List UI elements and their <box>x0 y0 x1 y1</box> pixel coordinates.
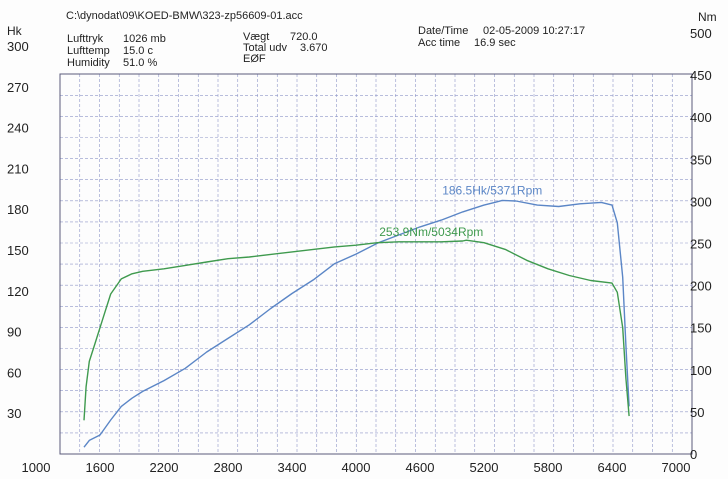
total-gear-label: Total udv <box>243 42 288 54</box>
x-tick-label: 1600 <box>86 460 115 475</box>
x-axis-ticks: 1000 1600 2200 2800 3400 4000 4600 5200 5800 6400… <box>22 460 691 475</box>
power-peak-label: 186.5Hk/5371Rpm <box>442 183 542 197</box>
right-tick-label: 300 <box>690 194 712 209</box>
mode-text: EØF <box>243 53 266 65</box>
right-tick-label: 350 <box>690 152 712 167</box>
x-tick-label: 5200 <box>470 460 499 475</box>
right-tick-label: 150 <box>690 321 712 336</box>
air-temp-value: 15.0 c <box>123 45 153 57</box>
x-tick-label: 4000 <box>342 460 371 475</box>
acc-time-value: 16.9 sec <box>474 37 516 49</box>
datetime-label: Date/Time <box>418 25 469 37</box>
air-pressure-label: Lufttryk <box>67 33 104 45</box>
x-tick-label: 5800 <box>534 460 563 475</box>
torque-peak-label: 253.9Nm/5034Rpm <box>379 225 483 239</box>
left-tick-label: 90 <box>7 325 21 340</box>
right-tick-label: 450 <box>690 68 712 83</box>
x-tick-label: 4600 <box>406 460 435 475</box>
left-tick-label: 240 <box>7 121 29 136</box>
total-gear-value: 3.670 <box>300 42 328 54</box>
right-tick-label: 250 <box>690 237 712 252</box>
chart-series <box>83 199 630 448</box>
right-tick-label: 0 <box>690 447 697 462</box>
right-tick-label: 400 <box>690 110 712 125</box>
left-tick-label: 180 <box>7 202 29 217</box>
file-path: C:\dynodat\09\KOED-BMW\323-zp56609-01.ac… <box>66 10 303 22</box>
chart-grid <box>59 73 693 455</box>
x-tick-label: 2800 <box>214 460 243 475</box>
peak-labels: 186.5Hk/5371Rpm 253.9Nm/5034Rpm <box>379 183 542 239</box>
right-tick-label: 200 <box>690 279 712 294</box>
left-tick-label: 210 <box>7 161 29 176</box>
torque-line <box>83 239 630 421</box>
left-tick-label: 30 <box>7 406 21 421</box>
right-tick-label: 100 <box>690 363 712 378</box>
right-axis-ticks: 0 50 100 150 200 250 300 350 400 450 500 <box>690 26 712 462</box>
plot-frame <box>59 73 693 455</box>
air-temp-label: Lufttemp <box>67 45 110 57</box>
weight-label: Vægt <box>243 31 270 43</box>
x-tick-label: 6400 <box>598 460 627 475</box>
x-tick-label: 7000 <box>662 460 691 475</box>
left-axis-unit: Hk <box>7 24 23 38</box>
right-tick-label: 50 <box>690 405 704 420</box>
left-tick-label: 150 <box>7 243 29 258</box>
right-axis-unit: Nm <box>698 10 717 24</box>
left-tick-label: 120 <box>7 284 29 299</box>
x-tick-label: 1000 <box>22 460 51 475</box>
air-pressure-value: 1026 mb <box>123 33 166 45</box>
left-tick-label: 270 <box>7 80 29 95</box>
acc-time-label: Acc time <box>418 37 461 49</box>
datetime-value: 02-05-2009 10:27:17 <box>483 25 586 37</box>
x-tick-label: 3400 <box>278 460 307 475</box>
weight-value: 720.0 <box>290 31 318 43</box>
left-axis-ticks: 30 60 90 120 150 180 210 240 270 300 <box>7 39 29 421</box>
x-tick-label: 2200 <box>150 460 179 475</box>
left-tick-label: 300 <box>7 39 29 54</box>
humidity-label: Humidity <box>67 57 110 69</box>
humidity-value: 51.0 % <box>123 57 158 69</box>
left-tick-label: 60 <box>7 365 21 380</box>
right-tick-label: 500 <box>690 26 712 41</box>
